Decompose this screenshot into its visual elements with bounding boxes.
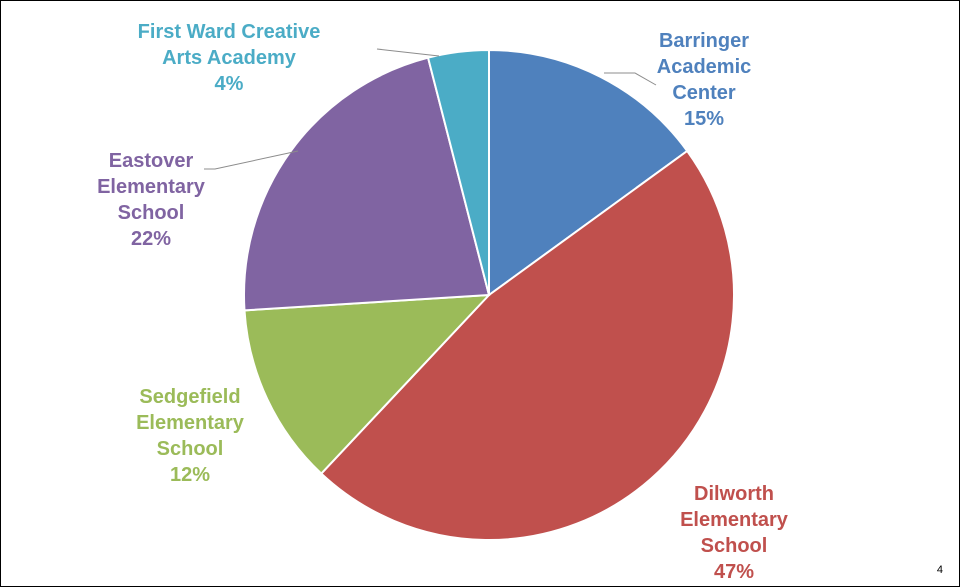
- pie-slice-eastover: [243, 56, 491, 312]
- label-line: School: [156, 438, 224, 460]
- label-line: Academic: [656, 56, 752, 78]
- slice-label-dilworth: Dilworth Elementary School 47%: [634, 481, 834, 585]
- label-percent: 47%: [713, 561, 755, 583]
- label-line: Center: [672, 82, 736, 104]
- label-line: Elementary: [680, 509, 788, 531]
- slice-label-sedgefield: Sedgefield Elementary School 12%: [90, 384, 290, 488]
- page-number: 4: [936, 564, 943, 576]
- slice-label-eastover: Eastover Elementary School 22%: [51, 148, 251, 252]
- leader-line-eastover: [204, 150, 299, 170]
- label-percent: 15%: [683, 108, 725, 130]
- label-line: Elementary: [97, 176, 205, 198]
- label-line: Elementary: [136, 412, 244, 434]
- pie-slice-sedgefield: [243, 293, 492, 476]
- pie-slice-dilworth: [319, 149, 736, 541]
- leader-line-first-ward: [376, 48, 440, 57]
- label-percent: 4%: [214, 73, 244, 95]
- label-line: Dilworth: [694, 483, 774, 505]
- label-line: School: [117, 202, 185, 224]
- label-line: Eastover: [108, 150, 194, 172]
- slice-label-barringer: Barringer Academic Center 15%: [604, 28, 804, 132]
- pie-slice-first-ward: [426, 48, 490, 296]
- label-percent: 12%: [169, 464, 211, 486]
- label-line: Sedgefield: [139, 386, 241, 408]
- label-line: Barringer: [658, 30, 750, 52]
- label-line: First Ward Creative: [137, 21, 321, 43]
- label-line: Arts Academy: [162, 47, 296, 69]
- label-percent: 22%: [130, 228, 172, 250]
- label-line: School: [700, 535, 768, 557]
- slice-label-first-ward: First Ward Creative Arts Academy 4%: [99, 19, 359, 97]
- pie-slice-barringer: [488, 48, 689, 297]
- leader-line-barringer: [604, 72, 657, 86]
